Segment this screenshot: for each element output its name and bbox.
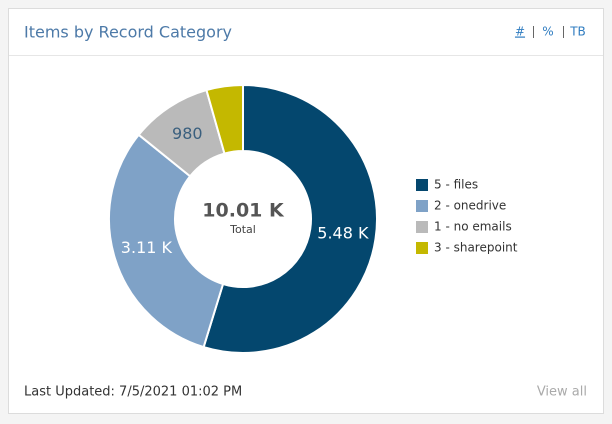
- donut-slice: [108, 133, 225, 349]
- view-all-link[interactable]: View all: [537, 385, 587, 400]
- unit-toggle[interactable]: TB: [569, 25, 586, 39]
- legend-swatch: [416, 221, 428, 233]
- legend-label: 3 - sharepoint: [434, 241, 518, 255]
- donut-slice: [205, 83, 244, 155]
- legend-label: 5 - files: [434, 178, 478, 192]
- unit-toggle[interactable]: %: [542, 25, 553, 39]
- donut-slice: [202, 83, 378, 354]
- center-caption: Total: [229, 223, 256, 236]
- legend-label: 1 - no emails: [434, 220, 512, 234]
- card: [8, 8, 604, 414]
- unit-toggle[interactable]: #: [515, 25, 525, 39]
- last-updated: Last Updated: 7/5/2021 01:02 PM: [24, 385, 242, 400]
- legend-swatch: [416, 179, 428, 191]
- legend-swatch: [416, 200, 428, 212]
- legend-swatch: [416, 242, 428, 254]
- center-total: 10.01 K: [202, 200, 285, 222]
- slice-label: 5.48 K: [317, 224, 369, 243]
- slice-label: 980: [172, 124, 203, 143]
- slice-label: 3.11 K: [121, 238, 173, 257]
- legend-label: 2 - onedrive: [434, 199, 506, 213]
- widget-title: Items by Record Category: [24, 23, 232, 42]
